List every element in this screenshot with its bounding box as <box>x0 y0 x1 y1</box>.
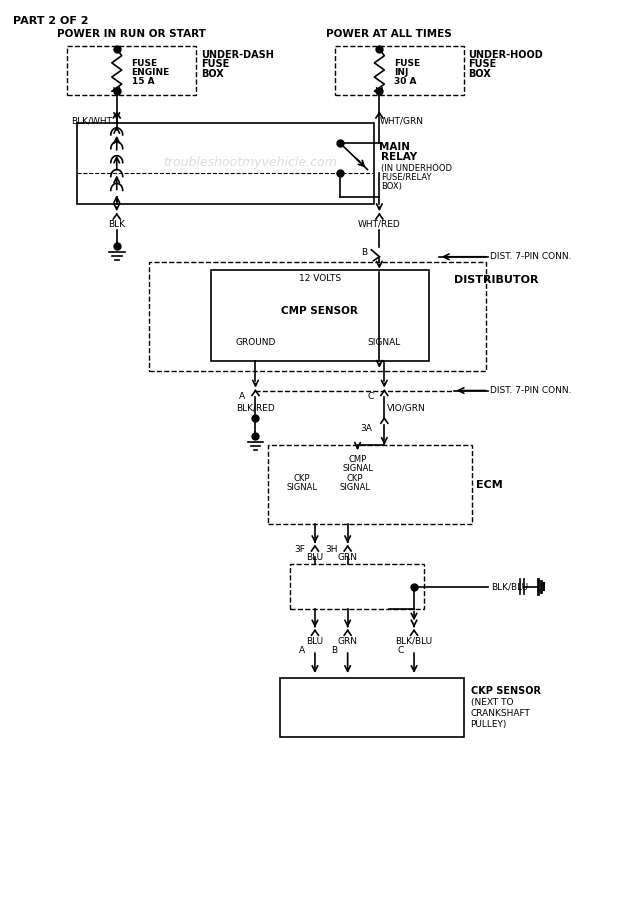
Text: CKP: CKP <box>294 474 310 483</box>
Text: DIST. 7-PIN CONN.: DIST. 7-PIN CONN. <box>490 386 572 395</box>
Bar <box>77 123 375 204</box>
Text: ECM: ECM <box>476 480 503 490</box>
Text: BLK/BLU: BLK/BLU <box>491 582 528 591</box>
Text: FUSE: FUSE <box>132 59 158 68</box>
Text: FUSE: FUSE <box>468 59 497 69</box>
Text: 3A: 3A <box>360 424 373 433</box>
Text: ENGINE: ENGINE <box>132 68 170 76</box>
Text: CRANKSHAFT: CRANKSHAFT <box>470 709 530 718</box>
Text: BLK: BLK <box>108 220 125 229</box>
Bar <box>280 678 464 737</box>
Text: SIGNAL: SIGNAL <box>339 483 370 492</box>
Text: A: A <box>299 645 305 654</box>
Text: BLK/WHT: BLK/WHT <box>72 116 112 125</box>
Text: SIGNAL: SIGNAL <box>368 338 401 347</box>
Bar <box>268 445 472 525</box>
Text: BLK/RED: BLK/RED <box>236 404 275 413</box>
Bar <box>335 46 464 95</box>
Text: FUSE: FUSE <box>201 59 229 69</box>
Text: 3H: 3H <box>325 544 338 554</box>
Text: CKP SENSOR: CKP SENSOR <box>470 686 541 696</box>
Text: UNDER-HOOD: UNDER-HOOD <box>468 50 543 59</box>
Text: SIGNAL: SIGNAL <box>342 464 373 473</box>
Text: (NEXT TO: (NEXT TO <box>470 698 513 707</box>
Text: UNDER-DASH: UNDER-DASH <box>201 50 274 59</box>
Text: 30 A: 30 A <box>394 76 417 86</box>
Text: PART 2 OF 2: PART 2 OF 2 <box>13 16 88 26</box>
Text: FUSE: FUSE <box>394 59 420 68</box>
Bar <box>67 46 196 95</box>
Text: BOX): BOX) <box>381 182 402 191</box>
Text: INJ: INJ <box>394 68 408 76</box>
Text: 12 VOLTS: 12 VOLTS <box>299 274 341 284</box>
Text: MAIN: MAIN <box>379 142 410 152</box>
Text: B: B <box>362 248 368 257</box>
Bar <box>211 270 429 361</box>
Bar <box>150 262 486 371</box>
Text: WHT/GRN: WHT/GRN <box>379 116 423 125</box>
Text: GRN: GRN <box>337 553 358 562</box>
Text: PULLEY): PULLEY) <box>470 720 507 729</box>
Text: RELAY: RELAY <box>381 152 418 162</box>
Text: troubleshootmyvehicle.com: troubleshootmyvehicle.com <box>164 156 337 169</box>
Text: DIST. 7-PIN CONN.: DIST. 7-PIN CONN. <box>490 252 572 261</box>
Text: POWER AT ALL TIMES: POWER AT ALL TIMES <box>326 29 452 39</box>
Text: WHT/RED: WHT/RED <box>358 220 400 229</box>
Text: CMP SENSOR: CMP SENSOR <box>281 306 358 316</box>
Text: 15 A: 15 A <box>132 76 154 86</box>
Text: BOX: BOX <box>468 69 491 79</box>
Text: VIO/GRN: VIO/GRN <box>387 404 426 413</box>
Text: CMP: CMP <box>349 455 366 464</box>
Text: DISTRIBUTOR: DISTRIBUTOR <box>454 274 538 284</box>
Text: A: A <box>239 392 245 401</box>
Text: BLU: BLU <box>307 553 323 562</box>
Text: GRN: GRN <box>337 637 358 646</box>
Text: (IN UNDERHOOD: (IN UNDERHOOD <box>381 164 452 173</box>
Text: FUSE/RELAY: FUSE/RELAY <box>381 173 432 182</box>
Text: 3F: 3F <box>294 544 305 554</box>
Text: POWER IN RUN OR START: POWER IN RUN OR START <box>57 29 206 39</box>
Text: BLU: BLU <box>307 637 323 646</box>
Text: SIGNAL: SIGNAL <box>287 483 318 492</box>
Bar <box>290 564 424 608</box>
Text: C: C <box>398 645 404 654</box>
Text: BLK/BLU: BLK/BLU <box>396 637 433 646</box>
Text: BOX: BOX <box>201 69 224 79</box>
Text: GROUND: GROUND <box>235 338 276 347</box>
Text: CKP: CKP <box>346 474 363 483</box>
Text: B: B <box>332 645 338 654</box>
Text: C: C <box>367 392 373 401</box>
